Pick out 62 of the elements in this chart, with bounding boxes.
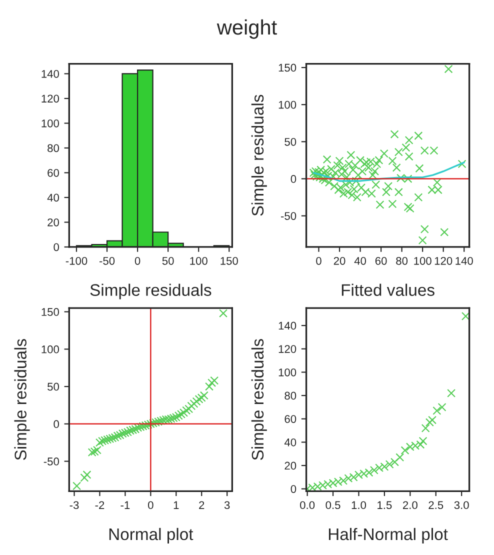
y-tick-label: 20 (48, 218, 60, 226)
x-tick-label: 80 (396, 256, 408, 265)
y-tick-label: 0 (54, 420, 60, 428)
x-tick-label: -1 (120, 501, 130, 509)
x-tick-label: 150 (220, 256, 238, 265)
x-tick-label: 2 (199, 501, 204, 509)
y-tick-label: 80 (284, 392, 296, 400)
y-tick-label: 150 (42, 308, 60, 316)
x-tick-label: 0 (316, 256, 322, 265)
x-tick-label: 2.5 (428, 501, 444, 510)
y-tick-label: 0 (290, 175, 296, 183)
y-axis-title: Simple residuals (251, 339, 267, 460)
y-tick-label: 0 (54, 243, 60, 252)
x-tick-label: 1.5 (378, 501, 392, 510)
y-tick-label: 40 (47, 194, 60, 202)
x-tick-label: -50 (99, 256, 115, 265)
x-tick-label: 3 (224, 501, 230, 510)
y-tick-label: 20 (284, 462, 296, 470)
y-tick-label: 40 (284, 438, 296, 446)
x-tick-label: 3.0 (454, 501, 469, 510)
y-tick-label: 120 (278, 345, 296, 353)
x-axis-title: Simple residuals (90, 284, 212, 300)
y-tick-label: 80 (48, 144, 60, 152)
y-tick-label: 60 (284, 415, 296, 423)
y-tick-label: 100 (278, 368, 296, 376)
x-tick-label: 60 (375, 256, 387, 265)
x-tick-label: -100 (66, 256, 88, 265)
y-axis-title: Simple residuals (251, 94, 267, 216)
x-tick-label: 20 (334, 256, 346, 265)
x-tick-label: -3 (70, 501, 79, 510)
y-tick-label: 0 (290, 485, 296, 493)
x-tick-label: 100 (190, 256, 208, 265)
x-tick-label: 50 (162, 256, 174, 265)
y-tick-label: 150 (278, 64, 296, 72)
x-axis-title: Normal plot (109, 528, 194, 544)
y-axis-title: Simple residuals (14, 339, 30, 460)
x-tick-label: 2.0 (402, 501, 418, 510)
x-tick-label: 0 (134, 256, 140, 265)
x-axis-title: Fitted values (342, 284, 434, 296)
x-tick-label: 0.5 (326, 501, 340, 510)
y-tick-label: 50 (48, 382, 60, 391)
x-tick-label: 1 (174, 501, 179, 509)
x-tick-label: 120 (434, 256, 452, 265)
x-tick-label: 1.0 (352, 501, 366, 510)
x-tick-label: -2 (95, 501, 104, 509)
x-tick-label: 100 (414, 256, 432, 265)
y-tick-label: 120 (42, 94, 60, 103)
x-tick-label: 140 (456, 256, 473, 265)
x-tick-label: 40 (354, 256, 366, 265)
chart-title: weight (216, 19, 277, 39)
x-tick-label: 0 (148, 501, 154, 510)
y-tick-label: 50 (284, 138, 296, 146)
y-tick-label: 140 (42, 70, 60, 78)
y-tick-label: 60 (48, 168, 60, 177)
x-tick-label: 0.0 (300, 501, 315, 510)
y-tick-label: -50 (44, 458, 60, 466)
y-tick-label: -50 (280, 212, 296, 220)
y-tick-label: 100 (42, 119, 60, 128)
y-tick-label: 100 (278, 100, 296, 109)
y-tick-label: 100 (42, 345, 60, 354)
y-tick-label: 140 (278, 322, 296, 330)
x-axis-title: Half-Normal plot (328, 528, 448, 544)
